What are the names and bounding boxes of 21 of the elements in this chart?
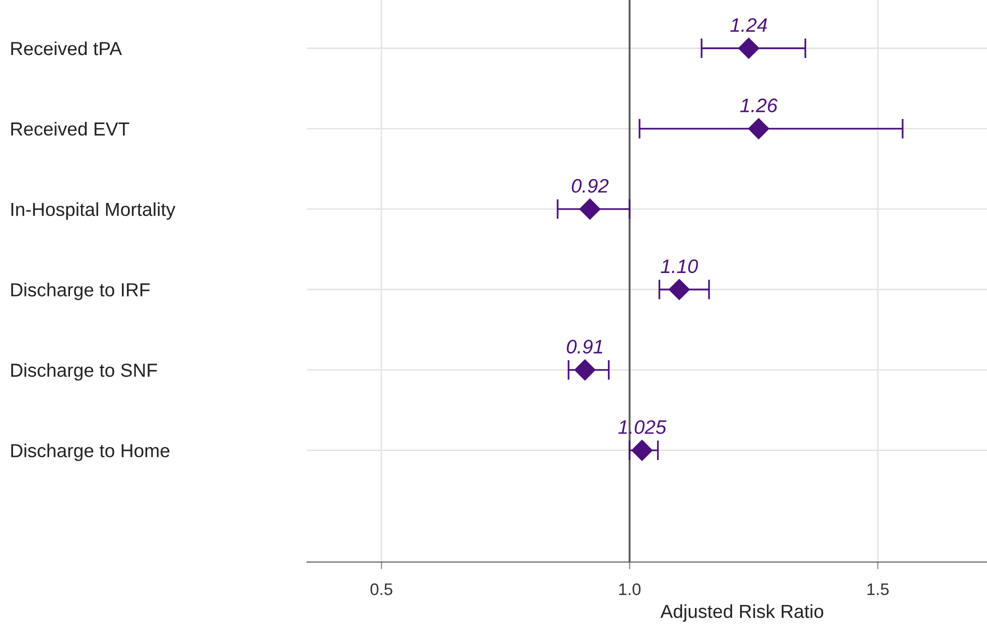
x-tick-label: 1.0 — [619, 583, 641, 596]
data-label: 1.10 — [660, 259, 698, 274]
y-tick-label: In-Hospital Mortality — [11, 202, 176, 220]
point — [668, 278, 690, 300]
y-tick-label: Discharge to SNF — [11, 363, 157, 381]
data-label: 1.24 — [730, 18, 767, 32]
x-tick-label: 0.5 — [370, 583, 392, 596]
y-tick-label: Discharge to Home — [11, 444, 170, 462]
data-label: 0.92 — [572, 178, 609, 193]
point — [748, 118, 770, 140]
y-tick-label: Received EVT — [11, 122, 130, 136]
data-label: 1.26 — [740, 98, 778, 112]
point — [579, 198, 600, 220]
y-tick-label: Received tPA — [11, 41, 122, 56]
x-axis-title: Adjusted Risk Ratio — [660, 604, 824, 622]
point — [632, 440, 653, 461]
point — [738, 38, 760, 59]
y-tick-label: Discharge to IRF — [11, 282, 150, 300]
point — [574, 359, 596, 380]
x-tick-label: 1.5 — [867, 584, 889, 596]
data-label: 0.91 — [566, 340, 602, 354]
